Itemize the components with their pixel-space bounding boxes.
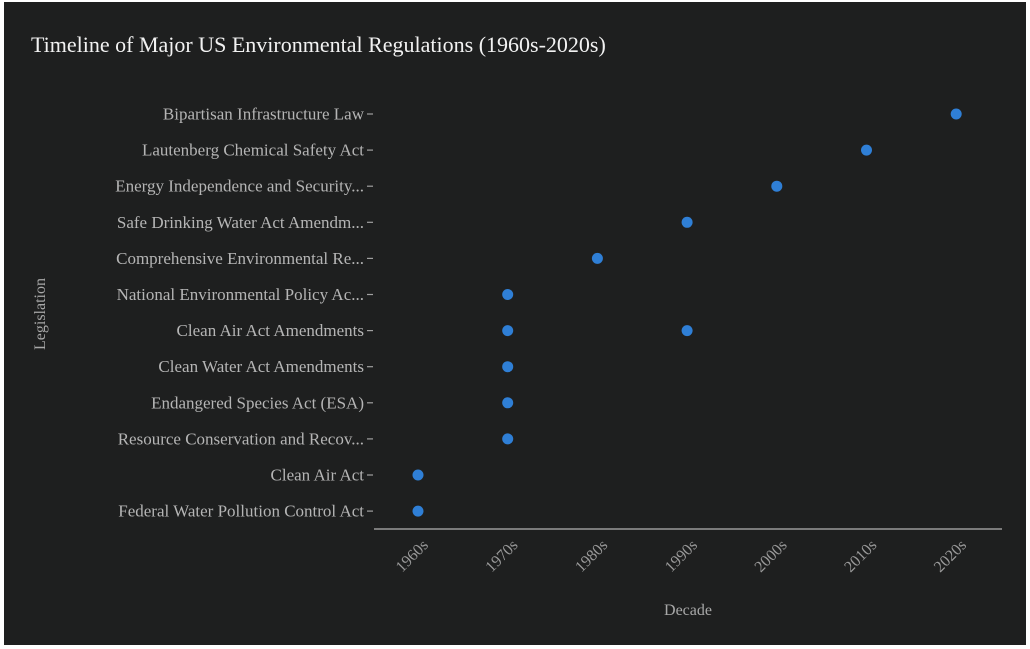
data-point[interactable] <box>861 144 872 156</box>
chart-panel: Timeline of Major US Environmental Regul… <box>4 2 1026 645</box>
y-tick-label: Bipartisan Infrastructure Law <box>163 105 365 124</box>
data-point[interactable] <box>950 108 962 120</box>
y-axis-ticks: Federal Water Pollution Control Act Clean… <box>115 105 373 521</box>
x-tick-label: 1980s <box>572 537 611 576</box>
y-tick-label: Safe Drinking Water Act Amendm... <box>117 213 364 232</box>
y-tick-label: Energy Independence and Security... <box>115 177 364 196</box>
data-point[interactable] <box>502 325 514 337</box>
y-tick-label: Federal Water Pollution Control Act <box>118 502 364 521</box>
data-point[interactable] <box>771 180 783 192</box>
data-point[interactable] <box>502 397 514 409</box>
data-point[interactable] <box>502 433 514 445</box>
y-tick-label: Clean Water Act Amendments <box>158 357 364 376</box>
y-axis-label: Legislation <box>32 278 49 350</box>
data-point[interactable] <box>681 325 693 337</box>
x-tick-label: 1990s <box>662 537 701 576</box>
x-axis-ticks: 1960s 1970s 1980s 1990s 2000s 2010s 2020s <box>393 537 970 576</box>
data-point[interactable] <box>591 252 603 264</box>
x-tick-label: 2020s <box>931 537 970 576</box>
x-tick-label: 2000s <box>752 537 791 576</box>
y-tick-label: Resource Conservation and Recov... <box>118 429 364 448</box>
x-tick-label: 1970s <box>482 537 521 576</box>
data-point[interactable] <box>412 469 424 481</box>
y-tick-label: Endangered Species Act (ESA) <box>151 393 364 412</box>
y-tick-label: Lautenberg Chemical Safety Act <box>142 141 364 160</box>
y-tick-label: Clean Air Act <box>271 466 365 485</box>
x-axis-label: Decade <box>664 602 712 619</box>
chart-title: Timeline of Major US Environmental Regul… <box>31 32 606 57</box>
y-tick-label: National Environmental Policy Ac... <box>117 285 364 304</box>
x-tick-label: 2010s <box>841 537 880 576</box>
data-points <box>412 108 962 517</box>
y-tick-label: Comprehensive Environmental Re... <box>116 249 364 268</box>
data-point[interactable] <box>681 216 693 228</box>
scatter-chart: Timeline of Major US Environmental Regul… <box>31 32 1002 619</box>
x-tick-label: 1960s <box>393 537 432 576</box>
data-point[interactable] <box>502 289 514 300</box>
data-point[interactable] <box>502 361 514 373</box>
data-point[interactable] <box>412 505 424 517</box>
y-tick-label: Clean Air Act Amendments <box>177 321 364 340</box>
